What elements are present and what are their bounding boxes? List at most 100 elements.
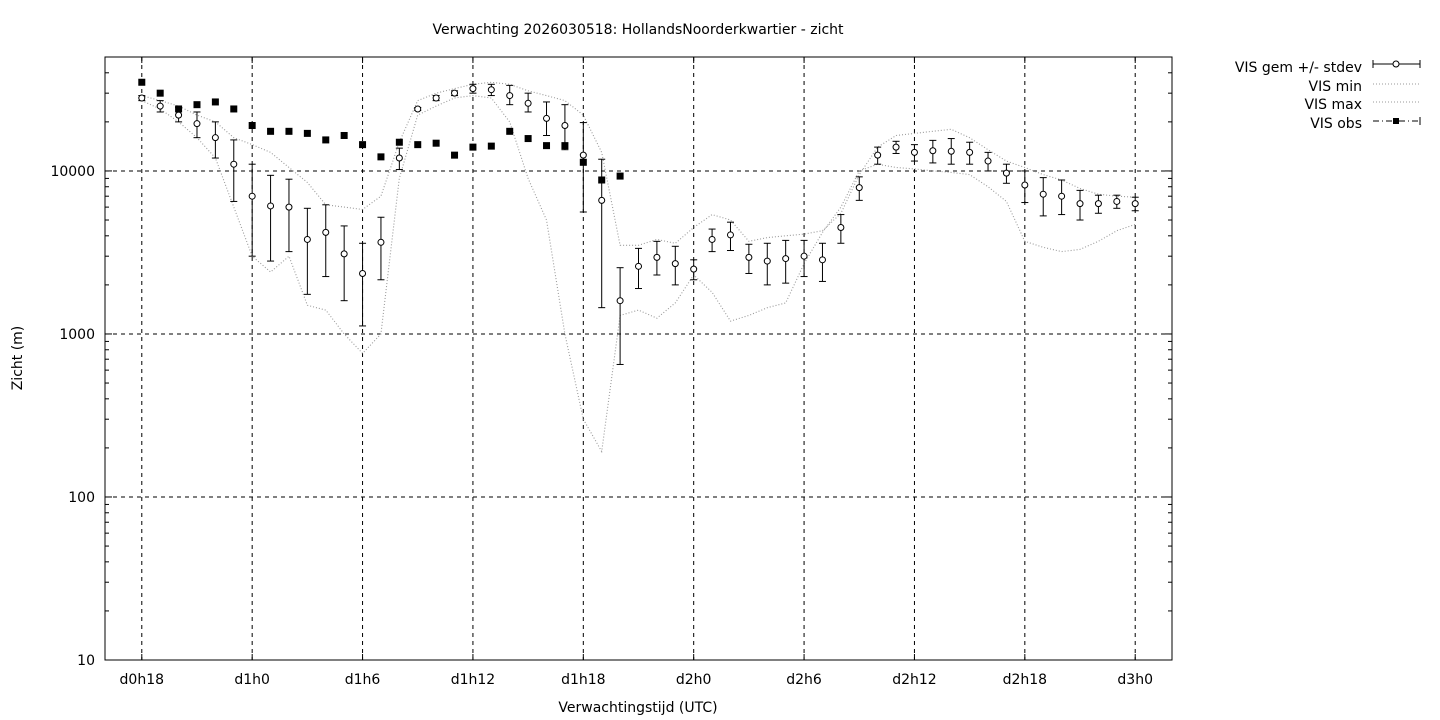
vis-gem-point xyxy=(1002,169,1010,177)
vis-gem-point xyxy=(855,184,863,192)
x-tick-label: d0h18 xyxy=(120,672,164,688)
vis-gem-point xyxy=(193,120,201,128)
series-vis-min xyxy=(141,95,1136,454)
series-vis-obs xyxy=(138,78,624,184)
vis-gem-point xyxy=(175,111,183,119)
x-tick-label: d2h12 xyxy=(892,672,936,688)
vis-gem-point xyxy=(708,235,716,243)
vis-gem-point xyxy=(690,265,698,273)
vis-gem-point xyxy=(763,257,771,265)
vis-obs-point xyxy=(248,122,256,130)
vis-gem-point xyxy=(322,228,330,236)
vis-gem-point xyxy=(579,151,587,159)
vis-obs-point xyxy=(193,101,201,109)
vis-min-line xyxy=(141,95,1136,454)
vis-obs-point xyxy=(524,135,532,143)
y-axis-label: Zicht (m) xyxy=(10,326,26,391)
vis-gem-point xyxy=(1094,200,1102,208)
vis-gem-point xyxy=(929,147,937,155)
vis-gem-point xyxy=(524,99,532,107)
vis-gem-point xyxy=(984,157,992,165)
vis-gem-point xyxy=(395,154,403,162)
legend-label-obs: VIS obs xyxy=(1310,116,1362,132)
legend-key-obs xyxy=(1373,117,1421,125)
vis-obs-point xyxy=(506,127,514,135)
vis-gem-point xyxy=(671,260,679,268)
vis-gem-point xyxy=(782,255,790,263)
vis-obs-point xyxy=(395,138,403,146)
vis-obs-point xyxy=(211,98,219,106)
legend-label-min: VIS min xyxy=(1309,79,1362,95)
y-tick-label: 100 xyxy=(68,490,95,506)
vis-gem-point xyxy=(267,202,275,210)
vis-max-line xyxy=(141,81,1136,246)
vis-obs-point xyxy=(451,151,459,159)
vis-gem-point xyxy=(837,223,845,231)
plot-frame xyxy=(104,56,1173,661)
x-tick-label: d2h6 xyxy=(786,672,822,688)
vis-obs-point xyxy=(543,142,551,150)
vis-gem-point xyxy=(910,148,918,156)
vis-obs-point xyxy=(432,139,440,147)
x-tick-label: d2h0 xyxy=(676,672,712,688)
vis-gem-point xyxy=(818,256,826,264)
vis-gem-point xyxy=(230,160,238,168)
vis-gem-point xyxy=(1113,197,1121,205)
vis-gem-point xyxy=(156,102,164,110)
vis-gem-point xyxy=(285,203,293,211)
vis-gem-point xyxy=(947,147,955,155)
vis-gem-point xyxy=(414,105,422,113)
x-tick-label: d1h6 xyxy=(345,672,381,688)
vis-gem-point xyxy=(745,253,753,261)
vis-obs-point xyxy=(414,141,422,149)
vis-gem-point xyxy=(340,250,348,258)
legend-label-gem: VIS gem +/- stdev xyxy=(1235,60,1362,76)
vis-gem-point xyxy=(1076,200,1084,208)
vis-gem-point xyxy=(359,269,367,277)
vis-gem-point xyxy=(616,297,624,305)
grid xyxy=(105,57,1172,660)
vis-obs-point xyxy=(230,105,238,113)
vis-gem-point xyxy=(635,262,642,270)
vis-gem-point xyxy=(451,89,459,97)
vis-obs-point xyxy=(156,89,164,97)
x-tick-label: d1h18 xyxy=(561,672,605,688)
axis-ticks: d0h18 d1h0 d1h6 d1h12 d1h18 d2h0 d2h6 d2h12 d2h1… xyxy=(50,56,1172,688)
x-tick-label: d3h0 xyxy=(1117,672,1153,688)
vis-gem-point xyxy=(248,192,256,200)
vis-gem-point xyxy=(377,238,385,246)
vis-gem-point xyxy=(561,122,569,130)
y-tick-label: 10000 xyxy=(50,164,95,180)
vis-gem-point xyxy=(1131,200,1139,208)
x-axis-label: Verwachtingstijd (UTC) xyxy=(558,700,717,716)
vis-obs-point xyxy=(487,142,495,150)
vis-gem-point xyxy=(432,94,440,102)
vis-obs-point xyxy=(175,105,183,113)
vis-obs-point xyxy=(267,127,275,135)
vis-gem-point xyxy=(469,85,477,93)
series-vis-max xyxy=(141,81,1136,246)
y-tick-label: 1000 xyxy=(59,327,95,343)
vis-gem-point xyxy=(874,151,882,159)
vis-gem-point xyxy=(1021,181,1029,189)
vis-obs-point xyxy=(579,158,587,166)
vis-obs-point xyxy=(322,136,330,144)
vis-gem-point xyxy=(598,196,606,204)
vis-obs-point xyxy=(340,131,348,139)
vis-gem-point xyxy=(138,94,146,102)
vis-obs-point xyxy=(377,153,385,161)
vis-gem-point xyxy=(1039,190,1047,198)
vis-obs-point xyxy=(303,129,311,137)
vis-gem-point xyxy=(487,86,495,94)
legend: VIS gem +/- stdev VIS min VIS max VIS ob… xyxy=(1235,60,1421,132)
vis-gem-point xyxy=(653,253,661,261)
vis-gem-point xyxy=(543,114,551,122)
vis-gem-point xyxy=(892,143,900,151)
vis-gem-point xyxy=(726,231,734,239)
vis-gem-point xyxy=(966,148,974,156)
vis-obs-point xyxy=(359,141,367,149)
vis-obs-point xyxy=(285,127,293,135)
vis-gem-point xyxy=(1058,192,1066,200)
x-tick-label: d1h0 xyxy=(234,672,270,688)
